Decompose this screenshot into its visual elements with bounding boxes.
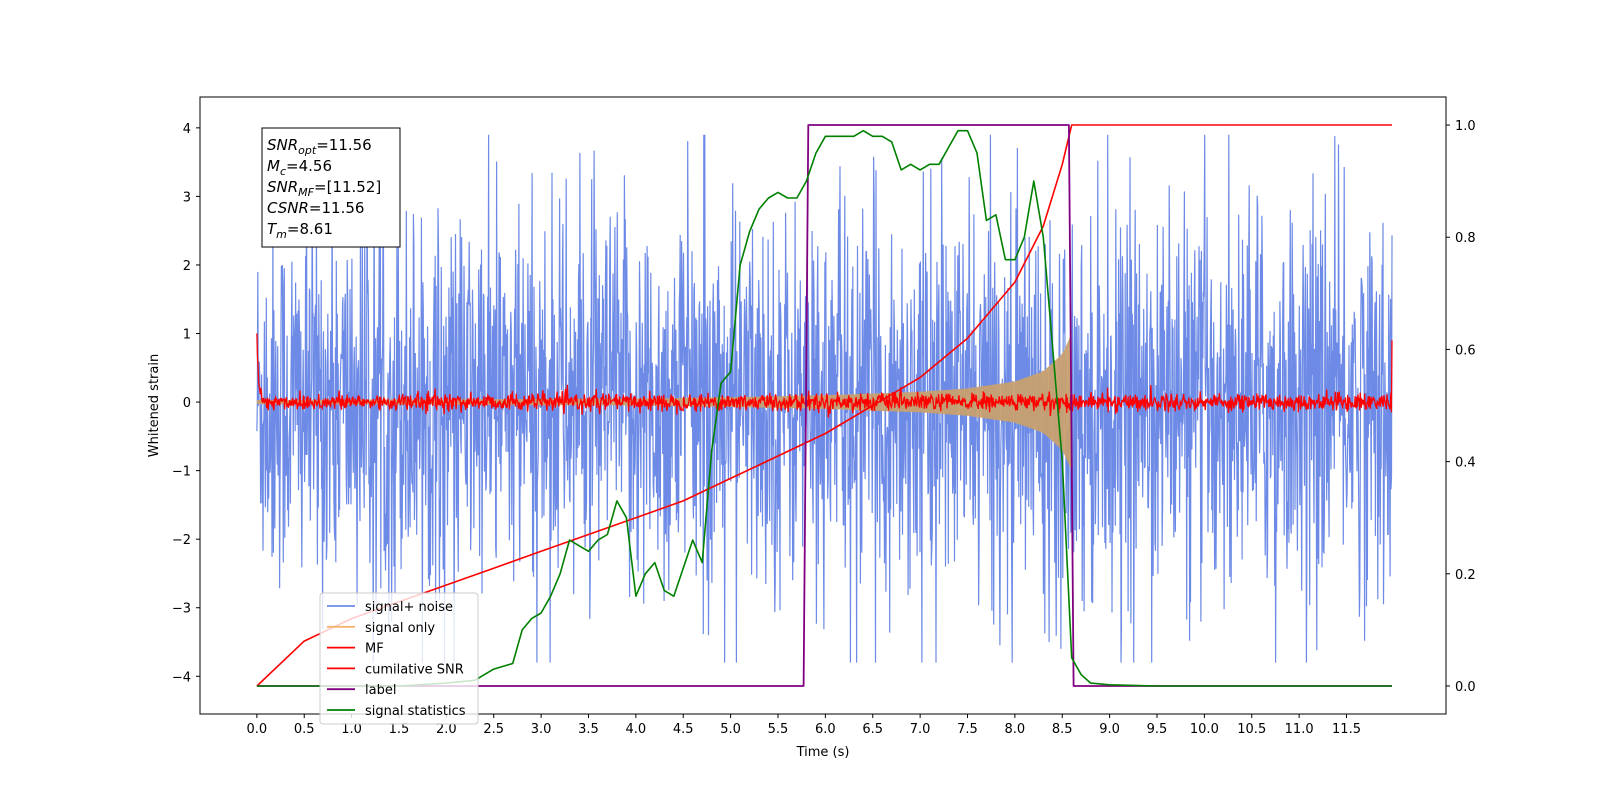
stats-line: SNRopt=11.56 <box>267 136 372 157</box>
y-tick-label: −3 <box>172 602 191 617</box>
legend-frame <box>319 592 479 725</box>
x-tick-label: 4.0 <box>626 722 647 737</box>
y2-tick-label: 0.4 <box>1455 456 1476 471</box>
legend-label: label <box>365 683 396 698</box>
x-tick-label: 9.5 <box>1147 722 1168 737</box>
x-tick-label: 1.5 <box>389 722 410 737</box>
x-tick-label: 7.5 <box>957 722 978 737</box>
series-mf <box>256 333 1393 418</box>
y-tick-label: 3 <box>183 190 191 205</box>
x-tick-label: 7.0 <box>910 722 931 737</box>
legend-label: signal statistics <box>365 704 466 719</box>
x-tick-label: 11.5 <box>1332 722 1361 737</box>
x-tick-label: 6.0 <box>815 722 836 737</box>
x-tick-label: 9.0 <box>1099 722 1120 737</box>
stats-annotation-box: SNRopt=11.56Mc=4.56SNRMF=[11.52]CSNR=11.… <box>261 127 401 248</box>
x-tick-label: 10.0 <box>1190 722 1219 737</box>
axes-frame <box>199 96 1447 715</box>
y-tick-label: −1 <box>172 465 191 480</box>
series-signal-noise <box>256 134 1393 663</box>
stats-line: Tm=8.61 <box>267 220 333 241</box>
x-tick-label: 0.0 <box>247 722 268 737</box>
y-axis-left: −4 −3 −2 −1 0 1 2 3 4 <box>172 122 200 685</box>
y-tick-label: 2 <box>183 259 191 274</box>
y-axis-label: Whitened strain <box>147 354 162 457</box>
y-axis-right: 0.0 0.2 0.4 0.6 0.8 1.0 <box>1446 119 1476 695</box>
stats-line: CSNR=11.56 <box>267 199 364 217</box>
stats-line: SNRMF=[11.52] <box>267 178 381 199</box>
x-axis: 0.0 0.5 1.0 1.5 2.0 2.5 3.0 3.5 4.0 4.5 5.0 5.5 6.0 6… <box>247 714 1361 737</box>
stats-box-frame <box>261 127 401 248</box>
x-tick-label: 3.5 <box>578 722 599 737</box>
y-tick-label: −2 <box>172 533 191 548</box>
legend-label: signal+ noise <box>365 600 453 615</box>
y-tick-label: −4 <box>172 670 191 685</box>
x-tick-label: 5.5 <box>768 722 789 737</box>
legend-label: cumilative SNR <box>365 662 464 677</box>
legend-label: signal only <box>365 621 435 636</box>
y-tick-label: 0 <box>183 396 191 411</box>
series-signal-statistics <box>256 129 1392 687</box>
y2-tick-label: 0.2 <box>1455 568 1476 583</box>
x-tick-label: 4.5 <box>673 722 694 737</box>
y-tick-label: 1 <box>183 328 191 343</box>
legend-label: MF <box>365 642 384 657</box>
x-tick-label: 5.0 <box>720 722 741 737</box>
legend: signal+ noise signal only MF cumilative SNR… <box>319 592 479 725</box>
y2-tick-label: 1.0 <box>1455 119 1476 134</box>
x-tick-label: 11.0 <box>1285 722 1314 737</box>
x-tick-label: 8.5 <box>1052 722 1073 737</box>
y2-tick-label: 0.8 <box>1455 231 1476 246</box>
x-tick-label: 1.0 <box>341 722 362 737</box>
x-tick-label: 8.0 <box>1005 722 1026 737</box>
y2-tick-label: 0.6 <box>1455 343 1476 358</box>
y2-tick-label: 0.0 <box>1455 680 1476 695</box>
x-tick-label: 0.5 <box>294 722 315 737</box>
stats-line: Mc=4.56 <box>267 157 332 178</box>
x-tick-label: 10.5 <box>1237 722 1266 737</box>
x-tick-label: 2.5 <box>483 722 504 737</box>
y-tick-label: 4 <box>183 122 191 137</box>
x-tick-label: 3.0 <box>531 722 552 737</box>
x-tick-label: 6.5 <box>862 722 883 737</box>
x-tick-label: 2.0 <box>436 722 457 737</box>
x-axis-label: Time (s) <box>796 745 850 760</box>
